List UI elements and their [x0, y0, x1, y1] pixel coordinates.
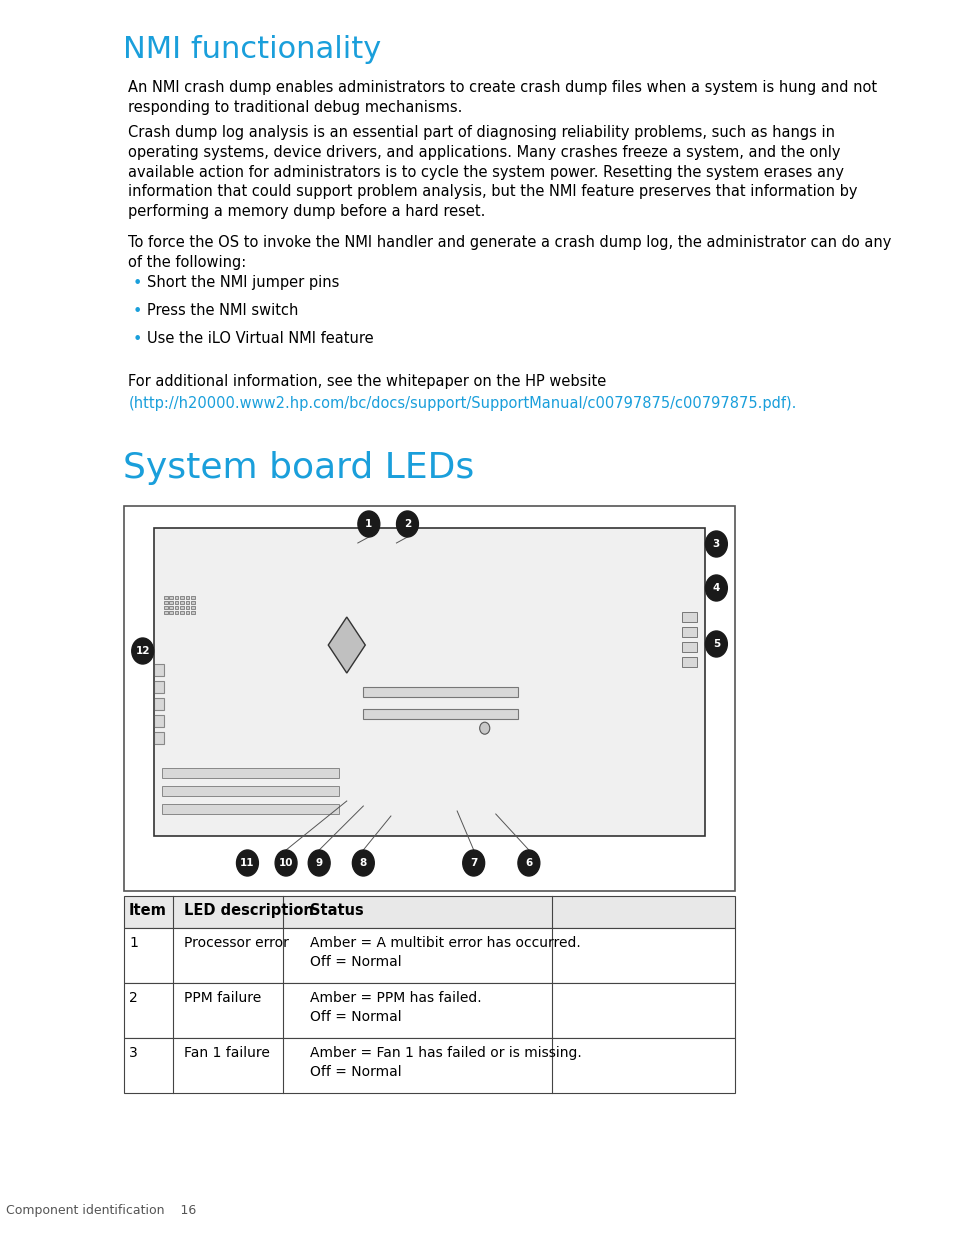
Text: Component identification    16: Component identification 16 [7, 1204, 196, 1216]
Text: Amber = Fan 1 has failed or is missing.
Off = Normal: Amber = Fan 1 has failed or is missing. … [310, 1046, 581, 1079]
Text: Amber = PPM has failed.
Off = Normal: Amber = PPM has failed. Off = Normal [310, 990, 481, 1025]
Bar [174, 611, 178, 614]
Bar [124, 983, 734, 1037]
Bar [681, 626, 697, 636]
Text: 3: 3 [129, 1046, 137, 1060]
Bar [164, 611, 168, 614]
Text: 1: 1 [129, 936, 138, 950]
Bar [191, 605, 194, 609]
Text: Processor error: Processor error [184, 936, 289, 950]
Text: 2: 2 [129, 990, 137, 1005]
Text: 11: 11 [240, 858, 254, 868]
Text: Status: Status [310, 903, 363, 918]
Text: Fan 1 failure: Fan 1 failure [184, 1046, 270, 1060]
Circle shape [704, 576, 726, 601]
Text: Use the iLO Virtual NMI feature: Use the iLO Virtual NMI feature [147, 331, 374, 346]
Bar [191, 595, 194, 599]
Bar [153, 529, 704, 836]
Text: 12: 12 [135, 646, 150, 656]
Bar [169, 600, 172, 604]
Text: •: • [132, 304, 142, 319]
Text: PPM failure: PPM failure [184, 990, 261, 1005]
Bar [186, 595, 190, 599]
Circle shape [236, 850, 258, 876]
Bar [169, 595, 172, 599]
Bar [153, 663, 164, 676]
Bar [191, 600, 194, 604]
Text: 5: 5 [712, 638, 720, 650]
Bar [124, 506, 734, 890]
Circle shape [357, 511, 379, 537]
Text: 10: 10 [278, 858, 293, 868]
Bar [180, 605, 184, 609]
Bar [191, 611, 194, 614]
Text: (http://h20000.www2.hp.com/bc/docs/support/SupportManual/c00797875/c00797875.pdf: (http://h20000.www2.hp.com/bc/docs/suppo… [129, 396, 796, 411]
Bar [164, 595, 168, 599]
Text: 4: 4 [712, 583, 720, 593]
Bar [363, 709, 517, 719]
Bar [180, 595, 184, 599]
Bar [124, 927, 734, 983]
Bar [681, 657, 697, 667]
Circle shape [132, 638, 153, 664]
Bar [169, 605, 172, 609]
Bar [180, 600, 184, 604]
Bar [363, 687, 517, 697]
Circle shape [308, 850, 330, 876]
Bar [174, 595, 178, 599]
Text: 3: 3 [712, 538, 720, 550]
Text: Crash dump log analysis is an essential part of diagnosing reliability problems,: Crash dump log analysis is an essential … [129, 125, 857, 219]
Text: To force the OS to invoke the NMI handler and generate a crash dump log, the adm: To force the OS to invoke the NMI handle… [129, 235, 891, 269]
Bar [164, 605, 168, 609]
Text: System board LEDs: System board LEDs [122, 451, 474, 485]
Text: 9: 9 [315, 858, 322, 868]
Bar [153, 698, 164, 710]
Text: 7: 7 [470, 858, 476, 868]
Text: Short the NMI jumper pins: Short the NMI jumper pins [147, 275, 339, 290]
Bar [180, 611, 184, 614]
Bar [681, 642, 697, 652]
Text: For additional information, see the whitepaper on the HP website: For additional information, see the whit… [129, 374, 606, 389]
Bar [174, 600, 178, 604]
Bar [153, 680, 164, 693]
Bar [169, 611, 172, 614]
Bar [162, 804, 338, 814]
Text: Press the NMI switch: Press the NMI switch [147, 303, 298, 317]
Text: Item: Item [129, 903, 167, 918]
Text: 2: 2 [403, 519, 411, 529]
Circle shape [396, 511, 418, 537]
Text: 1: 1 [365, 519, 372, 529]
Text: Amber = A multibit error has occurred.
Off = Normal: Amber = A multibit error has occurred. O… [310, 936, 580, 969]
Bar [162, 785, 338, 797]
Bar [153, 731, 164, 743]
Bar [681, 611, 697, 621]
Circle shape [462, 850, 484, 876]
Text: An NMI crash dump enables administrators to create crash dump files when a syste: An NMI crash dump enables administrators… [129, 80, 877, 115]
Bar [186, 611, 190, 614]
Text: 6: 6 [525, 858, 532, 868]
Bar [124, 1037, 734, 1093]
Bar [162, 768, 338, 778]
Circle shape [352, 850, 374, 876]
Bar [174, 605, 178, 609]
Bar [186, 605, 190, 609]
Polygon shape [328, 618, 365, 673]
Bar [153, 715, 164, 726]
Bar [186, 600, 190, 604]
Circle shape [274, 850, 296, 876]
Circle shape [517, 850, 539, 876]
Circle shape [704, 631, 726, 657]
Circle shape [479, 722, 489, 734]
Text: 8: 8 [359, 858, 367, 868]
Text: •: • [132, 332, 142, 347]
Bar [164, 600, 168, 604]
Text: NMI functionality: NMI functionality [122, 35, 380, 64]
Bar [124, 897, 734, 927]
Text: •: • [132, 275, 142, 291]
Circle shape [704, 531, 726, 557]
Text: LED description: LED description [184, 903, 314, 918]
